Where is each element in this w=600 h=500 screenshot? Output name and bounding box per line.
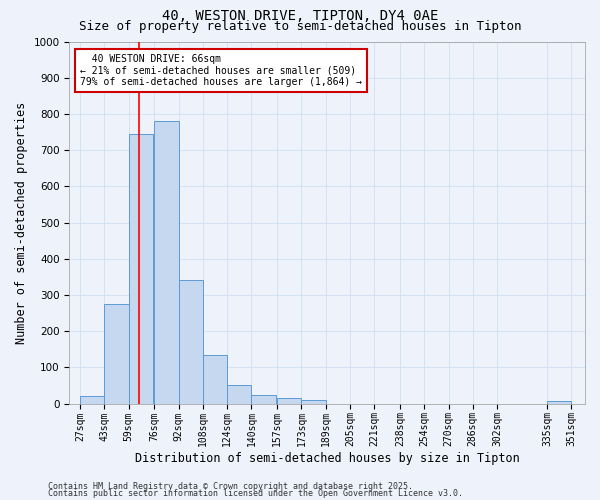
Bar [80, 396, 104, 404]
Bar [179, 280, 203, 404]
Bar [128, 134, 153, 404]
Bar [104, 304, 128, 404]
Text: 40 WESTON DRIVE: 66sqm
← 21% of semi-detached houses are smaller (509)
79% of se: 40 WESTON DRIVE: 66sqm ← 21% of semi-det… [80, 54, 362, 88]
Text: 40, WESTON DRIVE, TIPTON, DY4 0AE: 40, WESTON DRIVE, TIPTON, DY4 0AE [162, 9, 438, 23]
X-axis label: Distribution of semi-detached houses by size in Tipton: Distribution of semi-detached houses by … [135, 452, 520, 465]
Bar [547, 400, 571, 404]
Bar [227, 386, 251, 404]
Text: Contains HM Land Registry data © Crown copyright and database right 2025.: Contains HM Land Registry data © Crown c… [48, 482, 413, 491]
Text: Contains public sector information licensed under the Open Government Licence v3: Contains public sector information licen… [48, 489, 463, 498]
Text: Size of property relative to semi-detached houses in Tipton: Size of property relative to semi-detach… [79, 20, 521, 33]
Bar [203, 354, 227, 404]
Bar [154, 121, 179, 404]
Bar [251, 394, 275, 404]
Bar [277, 398, 301, 404]
Y-axis label: Number of semi-detached properties: Number of semi-detached properties [15, 102, 28, 344]
Bar [301, 400, 326, 404]
